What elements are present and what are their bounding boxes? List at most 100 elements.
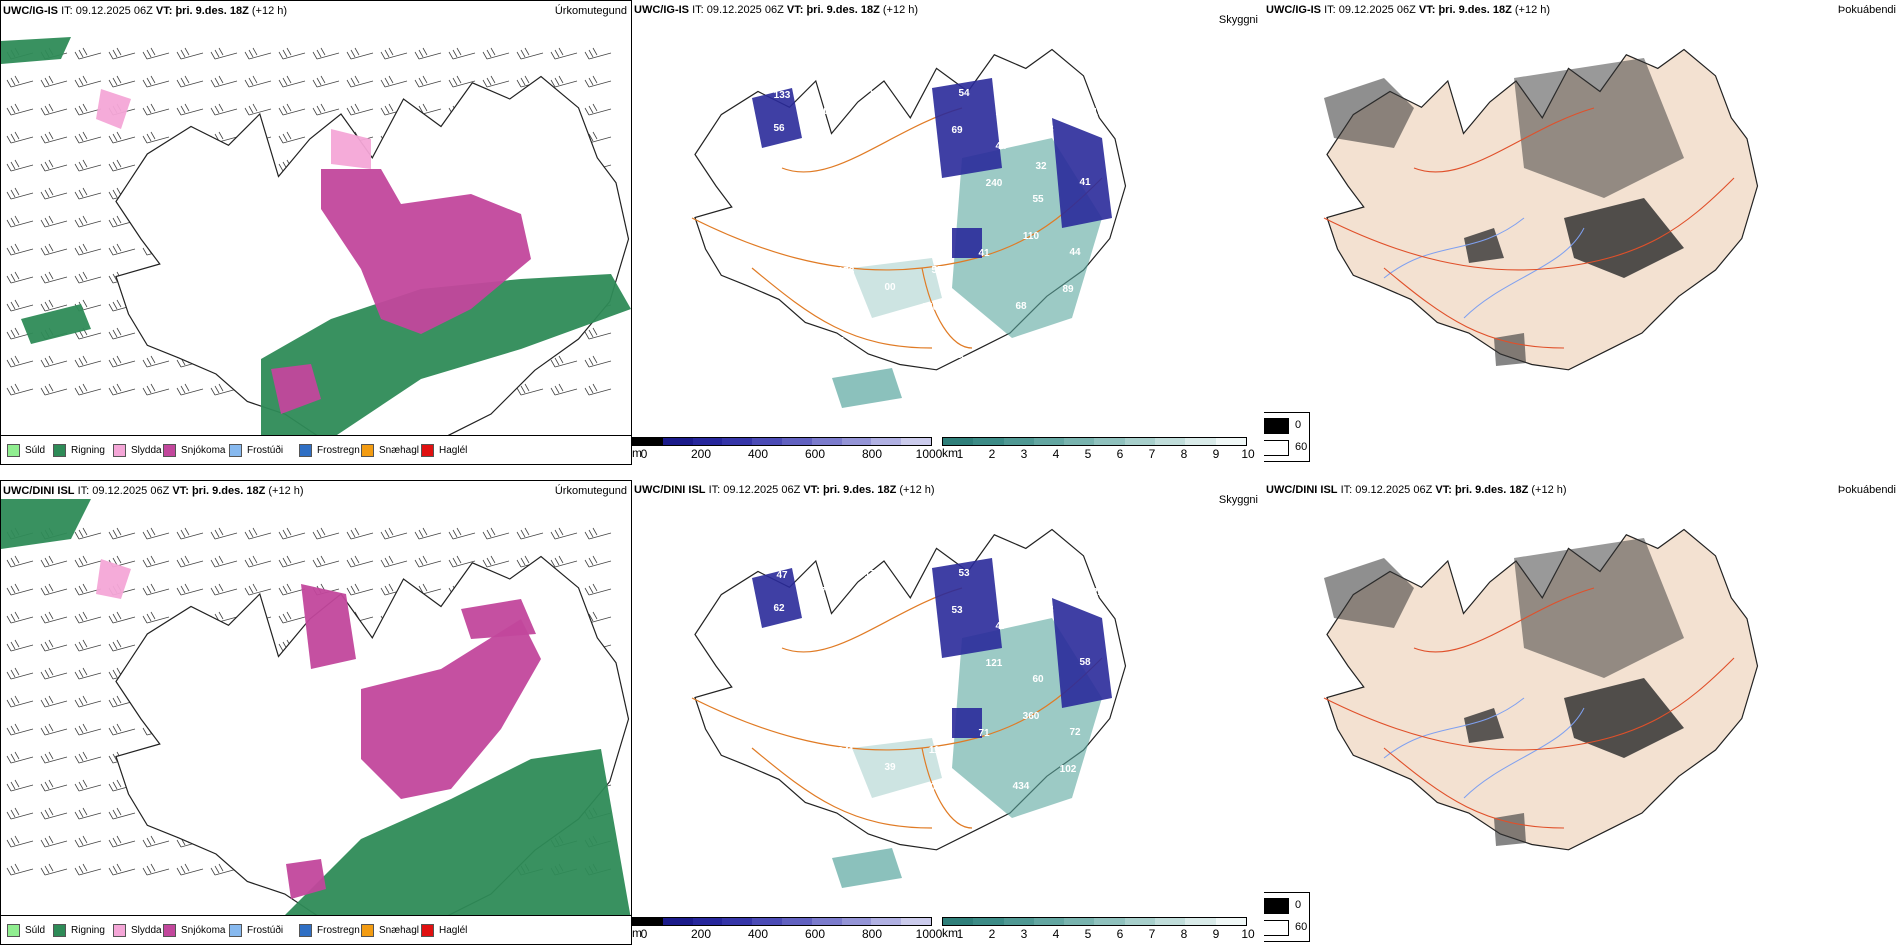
fog-map [1323, 528, 1759, 851]
visibility-tick: 6 [1116, 447, 1124, 461]
visibility-tick: 7 [1148, 447, 1156, 461]
ceiling-value-label: 7 [944, 195, 950, 206]
legend-swatch [421, 444, 434, 457]
ceiling-colorbar: 0 200 400 600 800 1000 m [632, 917, 942, 941]
ceiling-value-label: 56 [793, 763, 805, 774]
legend-swatch [361, 444, 374, 457]
precip-legend: Súld Rigning Slydda Snjókoma Frostúði Frostre… [1, 435, 631, 464]
ceiling-colorbar: 0 200 400 600 800 1000 m [632, 437, 942, 461]
ceiling-value-label: 53 [958, 568, 970, 579]
ceiling-value-label: 97 [850, 196, 862, 207]
ceiling-value-label: 97 [904, 142, 916, 153]
legend-swatch [53, 444, 66, 457]
legend-label: Snjókoma [181, 925, 226, 936]
ceiling-value-label: 79 [820, 586, 832, 597]
legend-label: Snjókoma [181, 445, 226, 456]
ceiling-value-label: 53 [951, 605, 963, 616]
visibility-tick: 10 [1241, 927, 1255, 941]
ceiling-value-label: 434 [1013, 781, 1030, 792]
ceiling-value-label: 340 [996, 108, 1013, 119]
ceiling-value-label: 00 [884, 282, 896, 293]
panel-header: UWC/DINI ISL IT: 09.12.2025 06Z VT: þri.… [634, 484, 935, 496]
ceiling-visibility-panel: UWC/DINI ISL IT: 09.12.2025 06Z VT: þri.… [632, 480, 1264, 950]
panel-title: Úrkomutegund [554, 5, 627, 17]
forecast-row-ig-is: UWC/IG-IS IT: 09.12.2025 06Z VT: þri. 9.… [0, 0, 1900, 470]
legend-swatch [421, 924, 434, 937]
legend-item-snjókoma: Snjókoma [163, 444, 225, 457]
ceiling-value-label: 110 [1023, 231, 1040, 242]
ceiling-value-label: 69 [951, 125, 963, 136]
precip-type-panel: UWC/DINI ISL IT: 09.12.2025 06Z VT: þri.… [0, 480, 632, 945]
ceiling-value-label: 64 [1005, 551, 1017, 562]
visibility-tick: 9 [1212, 447, 1220, 461]
legend-label: Frostúði [247, 445, 284, 456]
ceiling-tick: 400 [747, 927, 769, 941]
fog-swatch-0 [1264, 418, 1289, 434]
ceiling-value-label: 75 [904, 622, 916, 633]
fog-map [1323, 48, 1759, 371]
legend-item-súld: Súld [7, 444, 45, 457]
legend-swatch [229, 924, 242, 937]
ceiling-value-label: 39 [884, 762, 896, 773]
ceiling-value-label: 28 [850, 676, 862, 687]
ceiling-value-label: 415 [1087, 107, 1104, 118]
ceiling-value-label: 85 [857, 159, 869, 170]
ceiling-value-label: 47 [995, 621, 1007, 632]
panel-title: Þokuábendi [1837, 484, 1896, 496]
ceiling-value-label: 30 [887, 729, 899, 740]
precip-map [1, 37, 631, 439]
ceiling-value-label: 50 [813, 143, 825, 154]
ceiling-value-label: 104 [828, 336, 845, 347]
ceiling-value-label: 56 [773, 123, 785, 134]
legend-swatch [7, 924, 20, 937]
legend-label: Súld [25, 925, 46, 936]
ceiling-value-label: 41 [1079, 177, 1091, 188]
panel-title: Skyggni [1218, 494, 1258, 506]
ceiling-value-label: 88 [803, 213, 815, 224]
legend-item-súld: Súld [7, 924, 45, 937]
legend-label: Haglél [439, 925, 468, 936]
ceiling-value-label: 47 [776, 570, 788, 581]
ceiling-value-label: 112 [875, 799, 892, 810]
panel-header: UWC/IG-IS IT: 09.12.2025 06Z VT: þri. 9.… [1266, 4, 1551, 16]
legend-label: Snæhagl [379, 445, 420, 456]
legend-label: Slydda [131, 925, 162, 936]
ceiling-value-label: 34 [1005, 71, 1017, 82]
fog-index-panel: UWC/DINI ISL IT: 09.12.2025 06Z VT: þri.… [1264, 480, 1900, 950]
ceiling-tick: 400 [747, 447, 769, 461]
ceiling-visibility-panel: UWC/IG-IS IT: 09.12.2025 06Z VT: þri. 9.… [632, 0, 1264, 470]
panel-header: UWC/DINI ISL IT: 09.12.2025 06Z VT: þri.… [3, 485, 304, 497]
ceiling-tick: 800 [861, 927, 883, 941]
ceiling-value-label: 72 [1069, 727, 1081, 738]
ceiling-value-label: 23 [867, 89, 879, 100]
ceiling-value-label: 42 [756, 230, 768, 241]
legend-label: Rigning [71, 925, 105, 936]
ceiling-value-label: 48 [1042, 124, 1054, 135]
visibility-tick: 8 [1180, 447, 1188, 461]
ceiling-tick: 1000 [915, 447, 943, 461]
visibility-tick: 2 [988, 927, 996, 941]
ceiling-value-label: 68 [1015, 301, 1027, 312]
ceiling-value-label: 54 [958, 88, 970, 99]
ceiling-value-label: 39 [739, 337, 751, 348]
legend-label: Frostregn [317, 925, 360, 936]
visibility-tick: 9 [1212, 927, 1220, 941]
ceiling-map: 50 56 70 92 00 66 54 44 55 44 59 67 103 85 20 55 63 34 48 4… [691, 48, 1127, 408]
ceiling-value-label: 110 [929, 745, 946, 756]
legend-item-rigning: Rigning [53, 924, 105, 937]
panel-header: UWC/IG-IS IT: 09.12.2025 06Z VT: þri. 9.… [3, 5, 288, 17]
ceiling-value-label: 66 [921, 335, 933, 346]
ceiling-tick: 0 [640, 447, 648, 461]
ceiling-value-label: 240 [922, 302, 939, 313]
ceiling-tick: 200 [690, 927, 712, 941]
visibility-colorbar: 1 2 3 4 5 6 7 8 9 10 km [942, 917, 1255, 941]
ceiling-value-label: 63 [968, 318, 980, 329]
ceiling-value-label: 204 [959, 355, 976, 366]
legend-swatch [299, 444, 312, 457]
ceiling-value-label: 178 [838, 266, 855, 277]
ceiling-value-label: 154 [912, 552, 929, 563]
ceiling-tick: 1000 [915, 927, 943, 941]
ceiling-value-label: 103 [818, 106, 835, 117]
legend-swatch [163, 924, 176, 937]
ceiling-value-label: 62 [773, 603, 785, 614]
